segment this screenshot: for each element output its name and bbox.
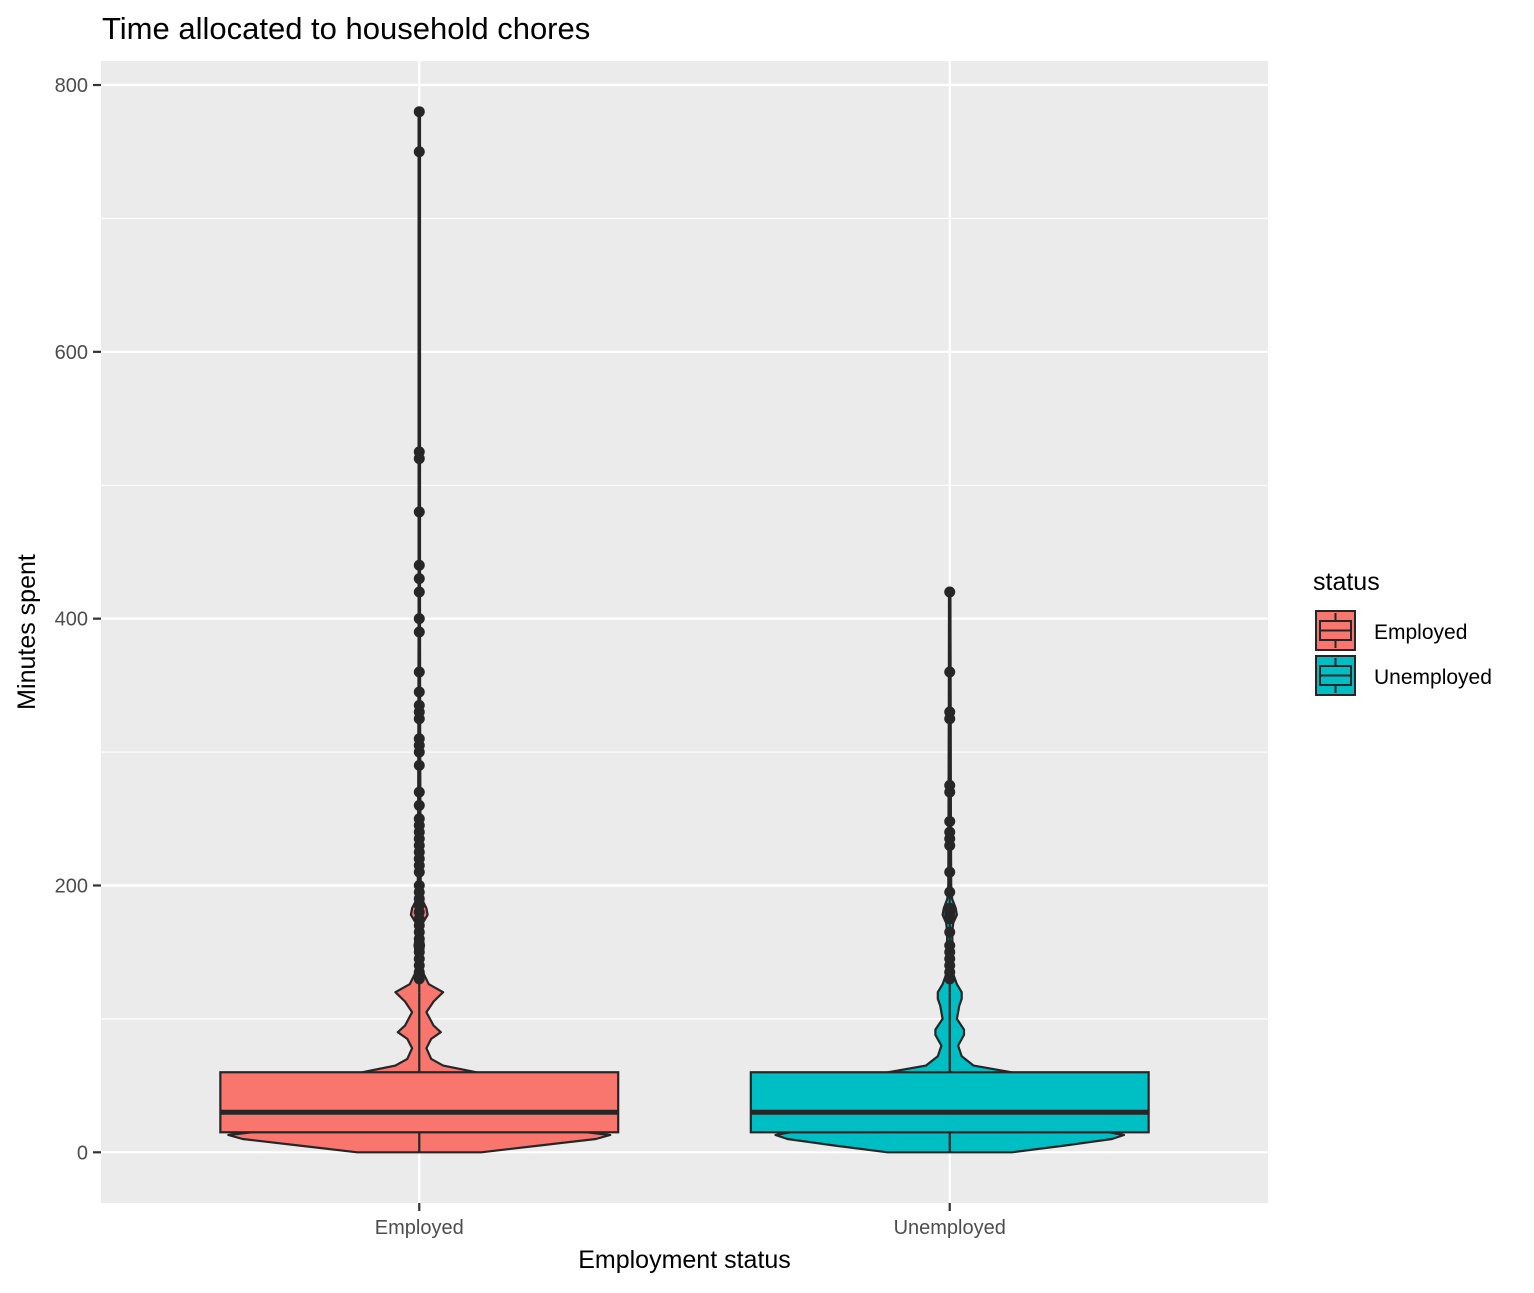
outlier-point: [413, 746, 425, 758]
outlier-point: [413, 586, 425, 598]
outlier-point: [413, 866, 425, 878]
outlier-point: [413, 106, 425, 118]
y-tick-label: 800: [55, 75, 88, 97]
outlier-point: [413, 666, 425, 678]
outlier-point: [413, 559, 425, 571]
x-axis: Employed Unemployed: [375, 1203, 1006, 1239]
outlier-point: [944, 786, 956, 798]
y-tick-label: 0: [77, 1142, 88, 1164]
x-tick-label: Unemployed: [894, 1217, 1006, 1239]
outlier-point: [413, 146, 425, 158]
y-tick-label: 600: [55, 342, 88, 364]
chart-title: Time allocated to household chores: [102, 11, 590, 46]
outlier-point: [944, 839, 956, 851]
x-tick-label: Employed: [375, 1217, 464, 1239]
box-unemployed: [749, 1071, 1150, 1134]
legend: status Employed Unemployed: [1313, 568, 1492, 696]
outlier-point: [944, 913, 956, 925]
outlier-point: [944, 713, 956, 725]
outlier-point: [413, 799, 425, 811]
y-tick-label: 400: [55, 609, 88, 631]
legend-label: Unemployed: [1374, 666, 1492, 689]
y-axis-title: Minutes spent: [13, 554, 41, 710]
box-employed: [219, 1071, 620, 1134]
y-tick-label: 200: [55, 875, 88, 897]
outlier-point: [944, 886, 956, 898]
minor-gridlines: [101, 217, 1268, 1020]
outlier-point: [944, 973, 956, 985]
legend-label: Employed: [1374, 621, 1467, 644]
outlier-point: [413, 686, 425, 698]
legend-title: status: [1313, 568, 1380, 596]
outlier-point: [413, 759, 425, 771]
plot-panel: [101, 61, 1268, 1203]
y-axis: 0 200 400 600 800: [55, 75, 101, 1164]
outlier-point: [413, 573, 425, 585]
outlier-point: [413, 453, 425, 465]
outlier-point: [944, 586, 956, 598]
boxplot-layer: [219, 106, 1150, 1153]
outlier-point: [413, 613, 425, 625]
outlier-point: [944, 666, 956, 678]
outlier-point: [944, 926, 956, 938]
outlier-point: [413, 713, 425, 725]
outlier-point: [413, 626, 425, 638]
outlier-point: [944, 866, 956, 878]
outlier-point: [413, 786, 425, 798]
outlier-point: [944, 815, 956, 827]
outlier-point: [413, 973, 425, 985]
outlier-point: [413, 506, 425, 518]
x-axis-title: Employment status: [578, 1246, 791, 1274]
